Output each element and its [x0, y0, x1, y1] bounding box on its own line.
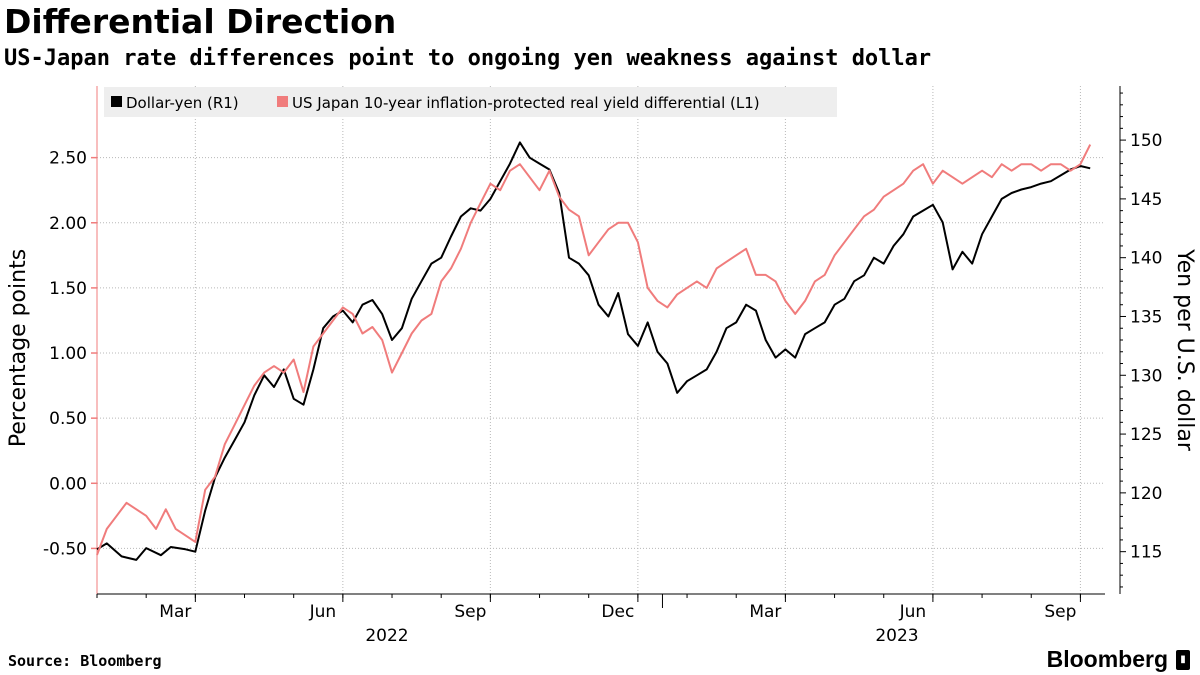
y-tick-label-left: 1.00: [49, 344, 87, 364]
series-line-real-yield: [96, 144, 1092, 556]
x-tick-label: Mar: [749, 602, 781, 622]
legend-box: [104, 87, 837, 117]
x-year-label: 2022: [365, 626, 408, 645]
y-tick-label-left: 2.50: [49, 149, 87, 169]
x-tick-label: Dec: [601, 602, 634, 622]
x-tick-label: Sep: [454, 602, 486, 622]
y-axis-right-label: Yen per U.S. dollar: [1172, 248, 1197, 452]
y-tick-label-left: 2.00: [49, 214, 87, 234]
x-tick-label: Jun: [309, 602, 337, 622]
chart-title: Differential Direction: [4, 2, 397, 41]
source-note: Source: Bloomberg: [8, 652, 162, 670]
chart-subtitle: US-Japan rate differences point to ongoi…: [4, 46, 932, 71]
y-tick-label-right: 130: [1130, 366, 1162, 386]
brand-name: Bloomberg: [1046, 646, 1168, 672]
x-year-label: 2023: [875, 626, 918, 645]
series-line-dollar-yen: [96, 141, 1091, 561]
bloomberg-terminal-icon: ▮: [1176, 649, 1190, 670]
line-chart: -0.50 0.00 0.50 1.00 1.50 2.00 2.50 Percentage …: [6, 86, 1197, 645]
x-tick-label: Sep: [1044, 602, 1076, 622]
brand-logo: Bloomberg ▮: [1047, 646, 1190, 673]
y-tick-label-right: 135: [1130, 307, 1162, 327]
y-tick-label-left: -0.50: [43, 539, 87, 559]
y-tick-label-left: 0.50: [49, 409, 87, 429]
y-tick-label-left: 1.50: [49, 279, 87, 299]
y-tick-label-right: 140: [1130, 249, 1162, 269]
y-axis-left-label: Percentage points: [6, 249, 31, 447]
x-tick-label: Jun: [899, 602, 927, 622]
legend-label-dollar-yen: Dollar-yen (R1): [126, 94, 239, 112]
y-tick-label-right: 145: [1130, 190, 1162, 210]
y-tick-label-right: 115: [1130, 543, 1162, 563]
legend-swatch-real-yield: [277, 96, 288, 107]
y-tick-label-right: 125: [1130, 425, 1162, 445]
x-tick-label: Mar: [159, 602, 191, 622]
legend-swatch-dollar-yen: [111, 96, 122, 107]
legend-label-real-yield: US Japan 10-year inflation-protected rea…: [292, 94, 760, 112]
y-tick-label-right: 120: [1130, 484, 1162, 504]
y-tick-label-left: 0.00: [49, 474, 87, 494]
y-tick-label-right: 150: [1130, 131, 1162, 151]
